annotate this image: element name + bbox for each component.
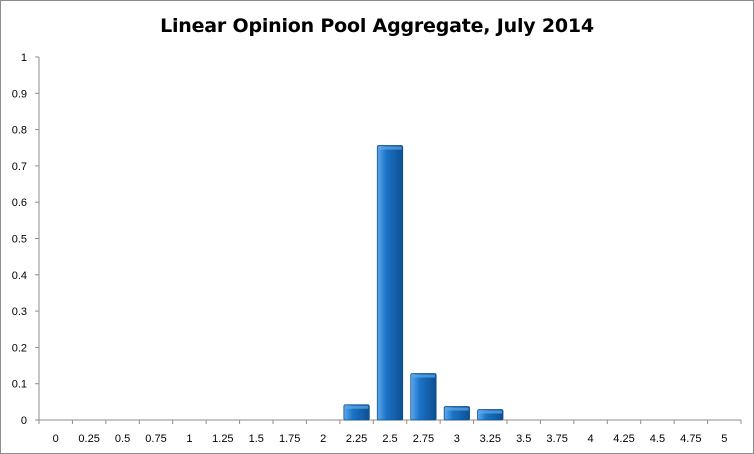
y-axis-ticks: 0 0.1 0.2 0.3 0.4 0.5 0.6 0.7 0.8 0.9 1 [12, 52, 39, 427]
bar-highlight [445, 407, 469, 411]
x-tick-label: 5 [721, 433, 727, 445]
y-tick-label: 0.7 [12, 161, 27, 173]
bar-highlight [378, 146, 402, 150]
y-tick-label: 0 [21, 415, 27, 427]
x-tick-label: 1.75 [279, 433, 300, 445]
x-tick-label: 4.75 [680, 433, 701, 445]
bar-highlight [344, 405, 369, 409]
x-tick-label: 3.25 [480, 433, 501, 445]
x-tick-label: 4.25 [613, 433, 634, 445]
y-tick-label: 0.3 [12, 306, 27, 318]
chart-title: Linear Opinion Pool Aggregate, July 2014 [160, 15, 594, 37]
y-tick-label: 0.5 [12, 234, 27, 246]
y-tick-label: 1 [21, 52, 27, 64]
x-tick-label: 1 [186, 433, 192, 445]
x-tick-label: 2.25 [346, 433, 367, 445]
y-tick-label: 0.1 [12, 379, 27, 391]
x-tick-label: 0.75 [145, 433, 166, 445]
x-tick-label: 4 [588, 433, 594, 445]
y-tick-label: 0.6 [12, 197, 27, 209]
bar-highlight [411, 374, 436, 378]
bar-highlight [478, 410, 502, 414]
y-tick-label: 0.8 [12, 125, 27, 137]
x-tick-label: 0.5 [115, 433, 130, 445]
bars [343, 145, 504, 421]
bar-2.75 [410, 373, 437, 421]
x-tick-label: 3.5 [516, 433, 531, 445]
x-tick-label: 2.75 [413, 433, 434, 445]
x-tick-label: 3.75 [546, 433, 567, 445]
y-tick-label: 0.4 [12, 270, 27, 282]
y-tick-label: 0.2 [12, 342, 27, 354]
x-tick-label: 2.5 [382, 433, 397, 445]
x-tick-label: 2 [320, 433, 326, 445]
x-tick-label: 0 [53, 433, 59, 445]
x-tick-label: 3 [454, 433, 460, 445]
x-tick-label: 1.25 [212, 433, 233, 445]
x-tick-label: 1.5 [249, 433, 264, 445]
x-tick-label: 4.5 [650, 433, 665, 445]
y-tick-label: 0.9 [12, 88, 27, 100]
bar-2.5 [376, 145, 404, 421]
x-tick-label: 0.25 [78, 433, 99, 445]
x-axis-ticks: 0 0.25 0.5 0.75 1 1.25 1.5 1.75 2 2.25 2.5 2.75 3 3.2… [38, 420, 742, 445]
